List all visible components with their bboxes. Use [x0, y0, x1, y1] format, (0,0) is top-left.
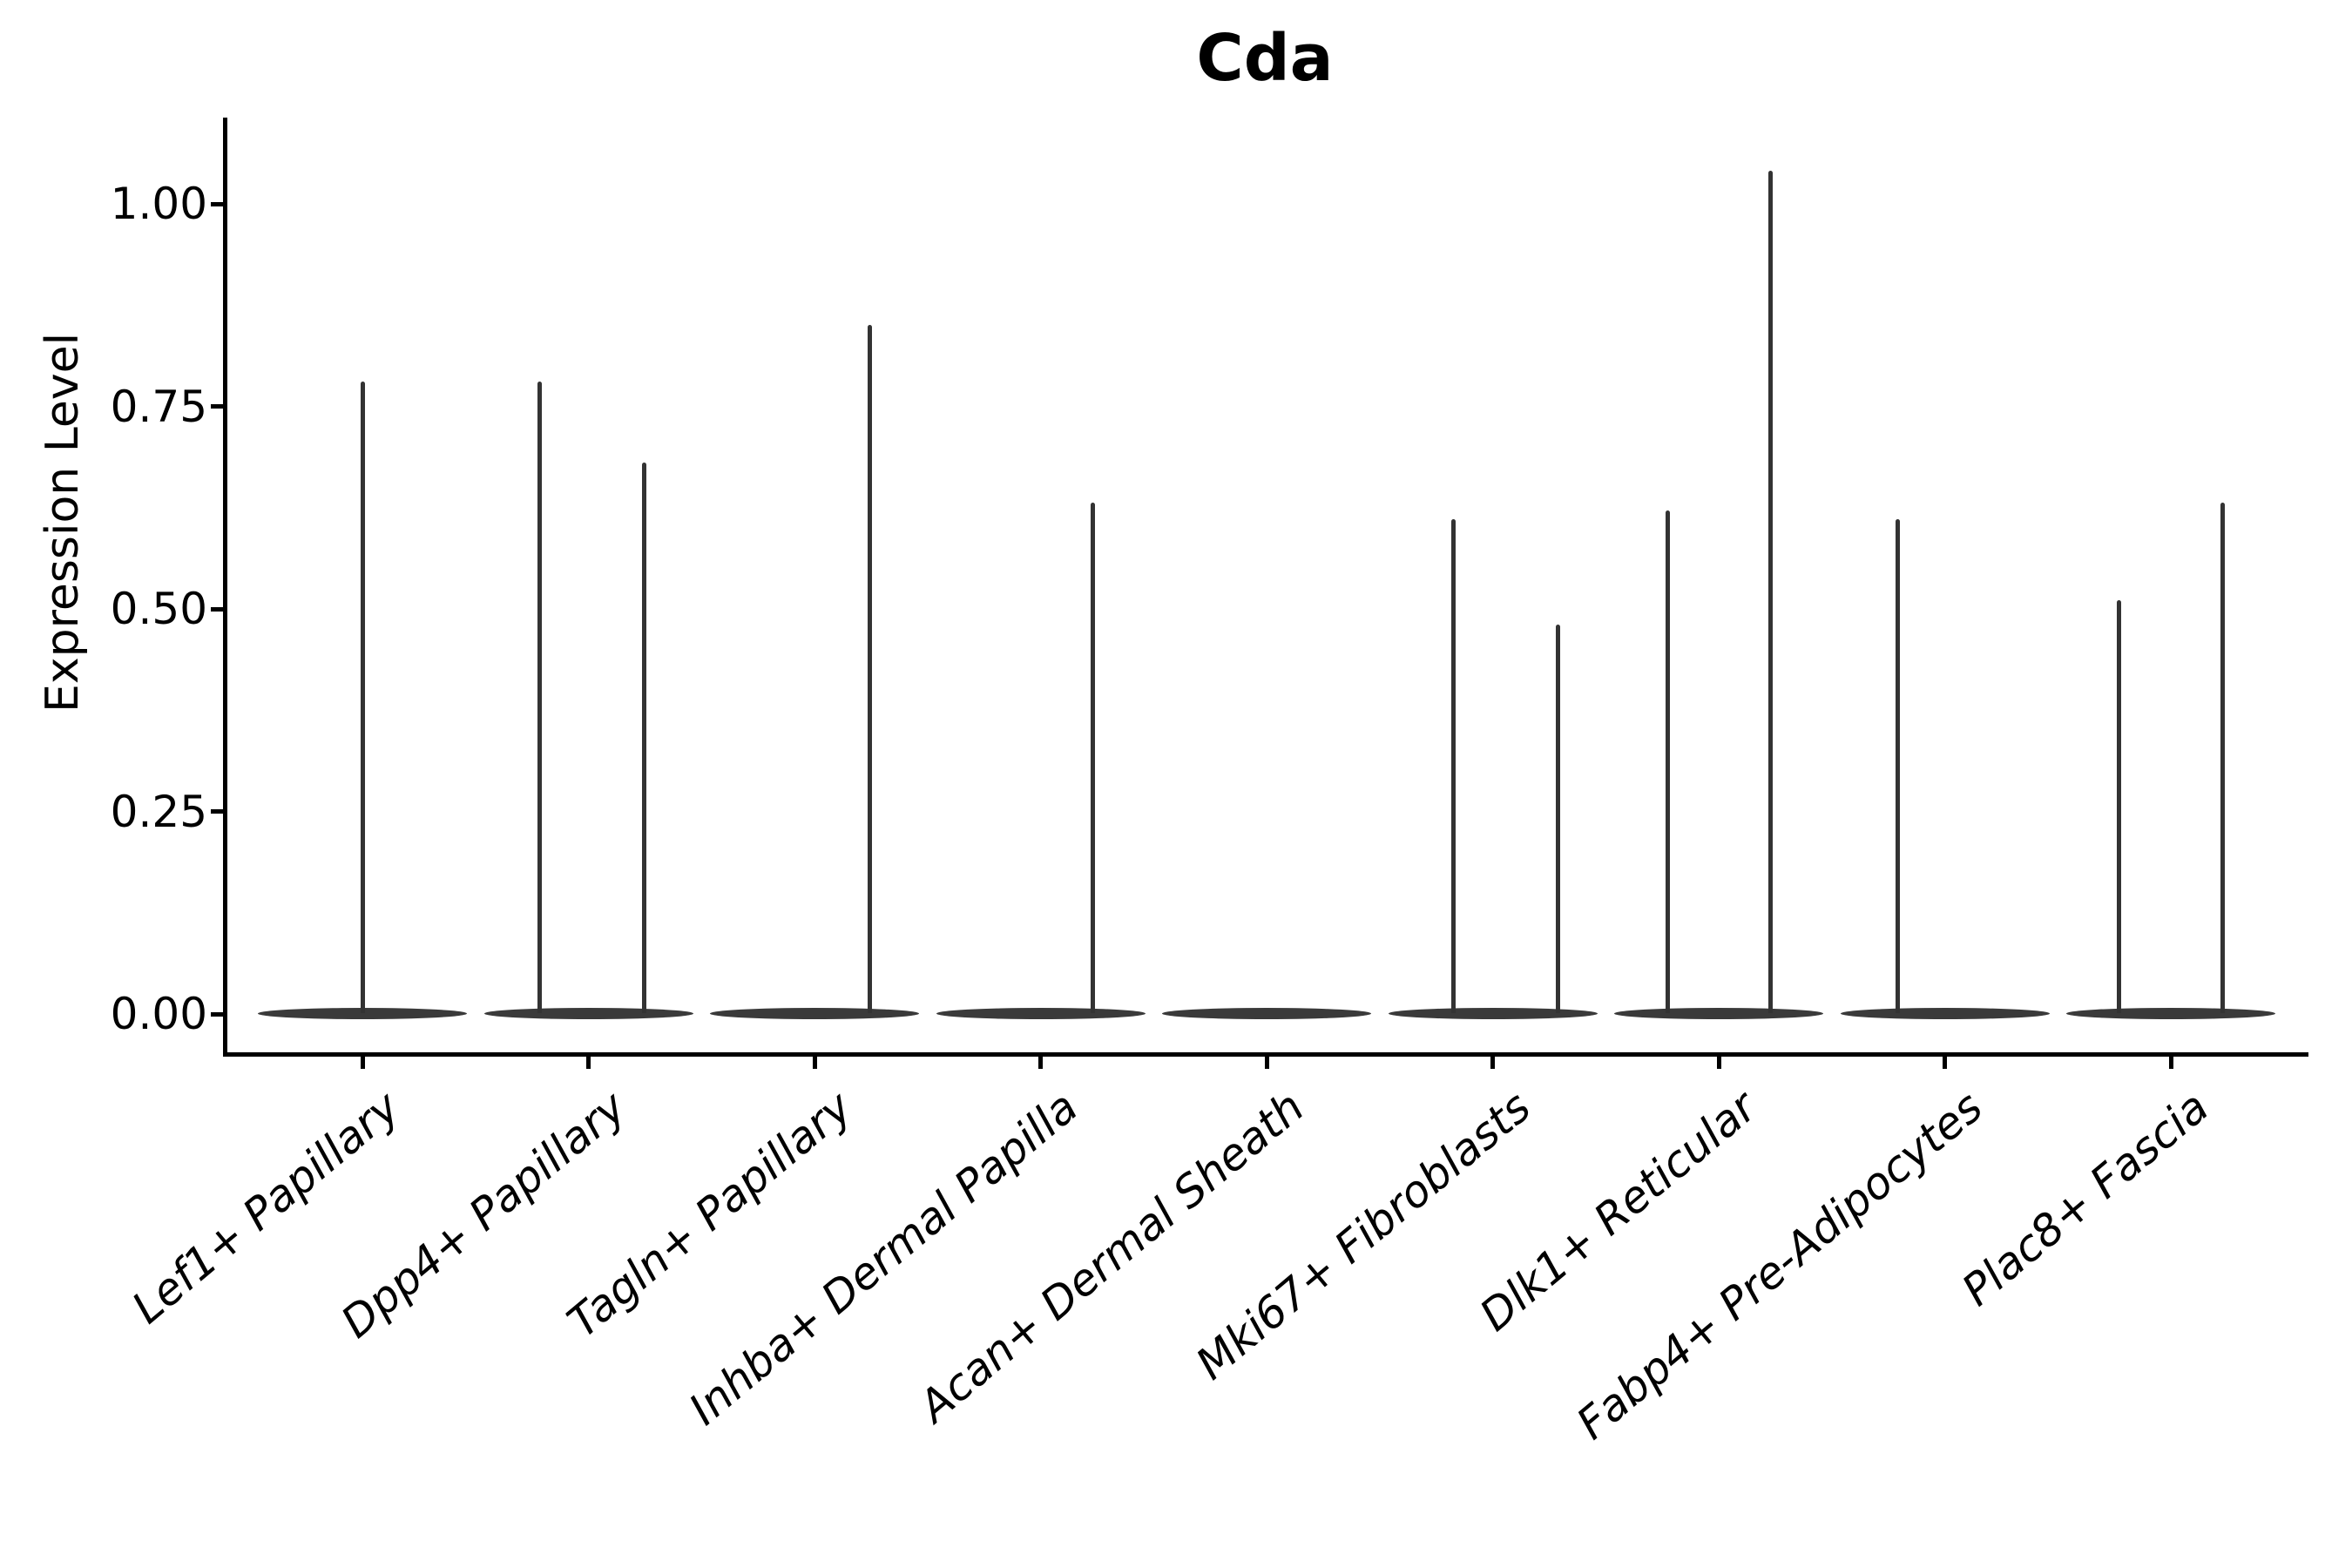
x-axis-spine: [223, 1052, 2308, 1057]
violin-body: [1388, 1007, 1598, 1019]
x-tick-mark: [1490, 1057, 1495, 1069]
x-tick-mark: [2168, 1057, 2173, 1069]
x-tick-mark: [1716, 1057, 1721, 1069]
y-axis-spine: [223, 118, 227, 1057]
violin-body: [936, 1007, 1146, 1019]
violin-tail-spike: [868, 324, 873, 1013]
violin-tail-spike: [360, 381, 365, 1013]
y-tick-label: 0.50: [110, 584, 207, 634]
violin-body: [1614, 1007, 1823, 1019]
violin-body: [1840, 1007, 2050, 1019]
violin-body: [710, 1007, 919, 1019]
x-tick-mark: [586, 1057, 591, 1069]
x-tick-mark: [1038, 1057, 1043, 1069]
x-tick-label: Plac8+ Fascia: [1952, 1081, 2218, 1316]
y-tick-mark: [211, 1011, 223, 1017]
violin-body: [258, 1007, 467, 1019]
y-tick-mark: [211, 809, 223, 814]
plot-title: Cda: [1196, 21, 1334, 96]
violin-body: [2066, 1007, 2275, 1019]
x-tick-label: Acan+ Dermal Sheath: [909, 1081, 1314, 1432]
violin-body: [483, 1007, 693, 1019]
violin-tail-spike: [2116, 599, 2121, 1013]
x-tick-mark: [360, 1057, 365, 1069]
x-tick-label: Fabp4+ Pre-Adipocytes: [1567, 1081, 1992, 1450]
y-tick-label: 0.00: [110, 989, 207, 1039]
x-tick-label: Inhba+ Dermal Papilla: [679, 1081, 1088, 1436]
y-tick-label: 1.00: [110, 179, 207, 229]
violin-body: [1162, 1007, 1371, 1019]
x-tick-mark: [1264, 1057, 1269, 1069]
violin-tail-spike: [537, 381, 543, 1013]
violin-tail-spike: [1666, 510, 1671, 1013]
y-tick-mark: [211, 201, 223, 206]
x-tick-mark: [1943, 1057, 1947, 1069]
violin-tail-spike: [1895, 518, 1900, 1013]
x-tick-mark: [812, 1057, 817, 1069]
violin-tail-spike: [1768, 170, 1774, 1013]
y-tick-mark: [211, 606, 223, 612]
violin-tail-spike: [641, 462, 646, 1013]
y-tick-label: 0.25: [110, 786, 207, 837]
violin-tail-spike: [1556, 624, 1561, 1013]
y-tick-label: 0.75: [110, 381, 207, 432]
violin-tail-spike: [2220, 503, 2226, 1013]
violin-tail-spike: [1450, 518, 1456, 1013]
y-axis-label: Expression Level: [37, 332, 89, 713]
violin-tail-spike: [1090, 503, 1095, 1013]
y-tick-mark: [211, 404, 223, 409]
